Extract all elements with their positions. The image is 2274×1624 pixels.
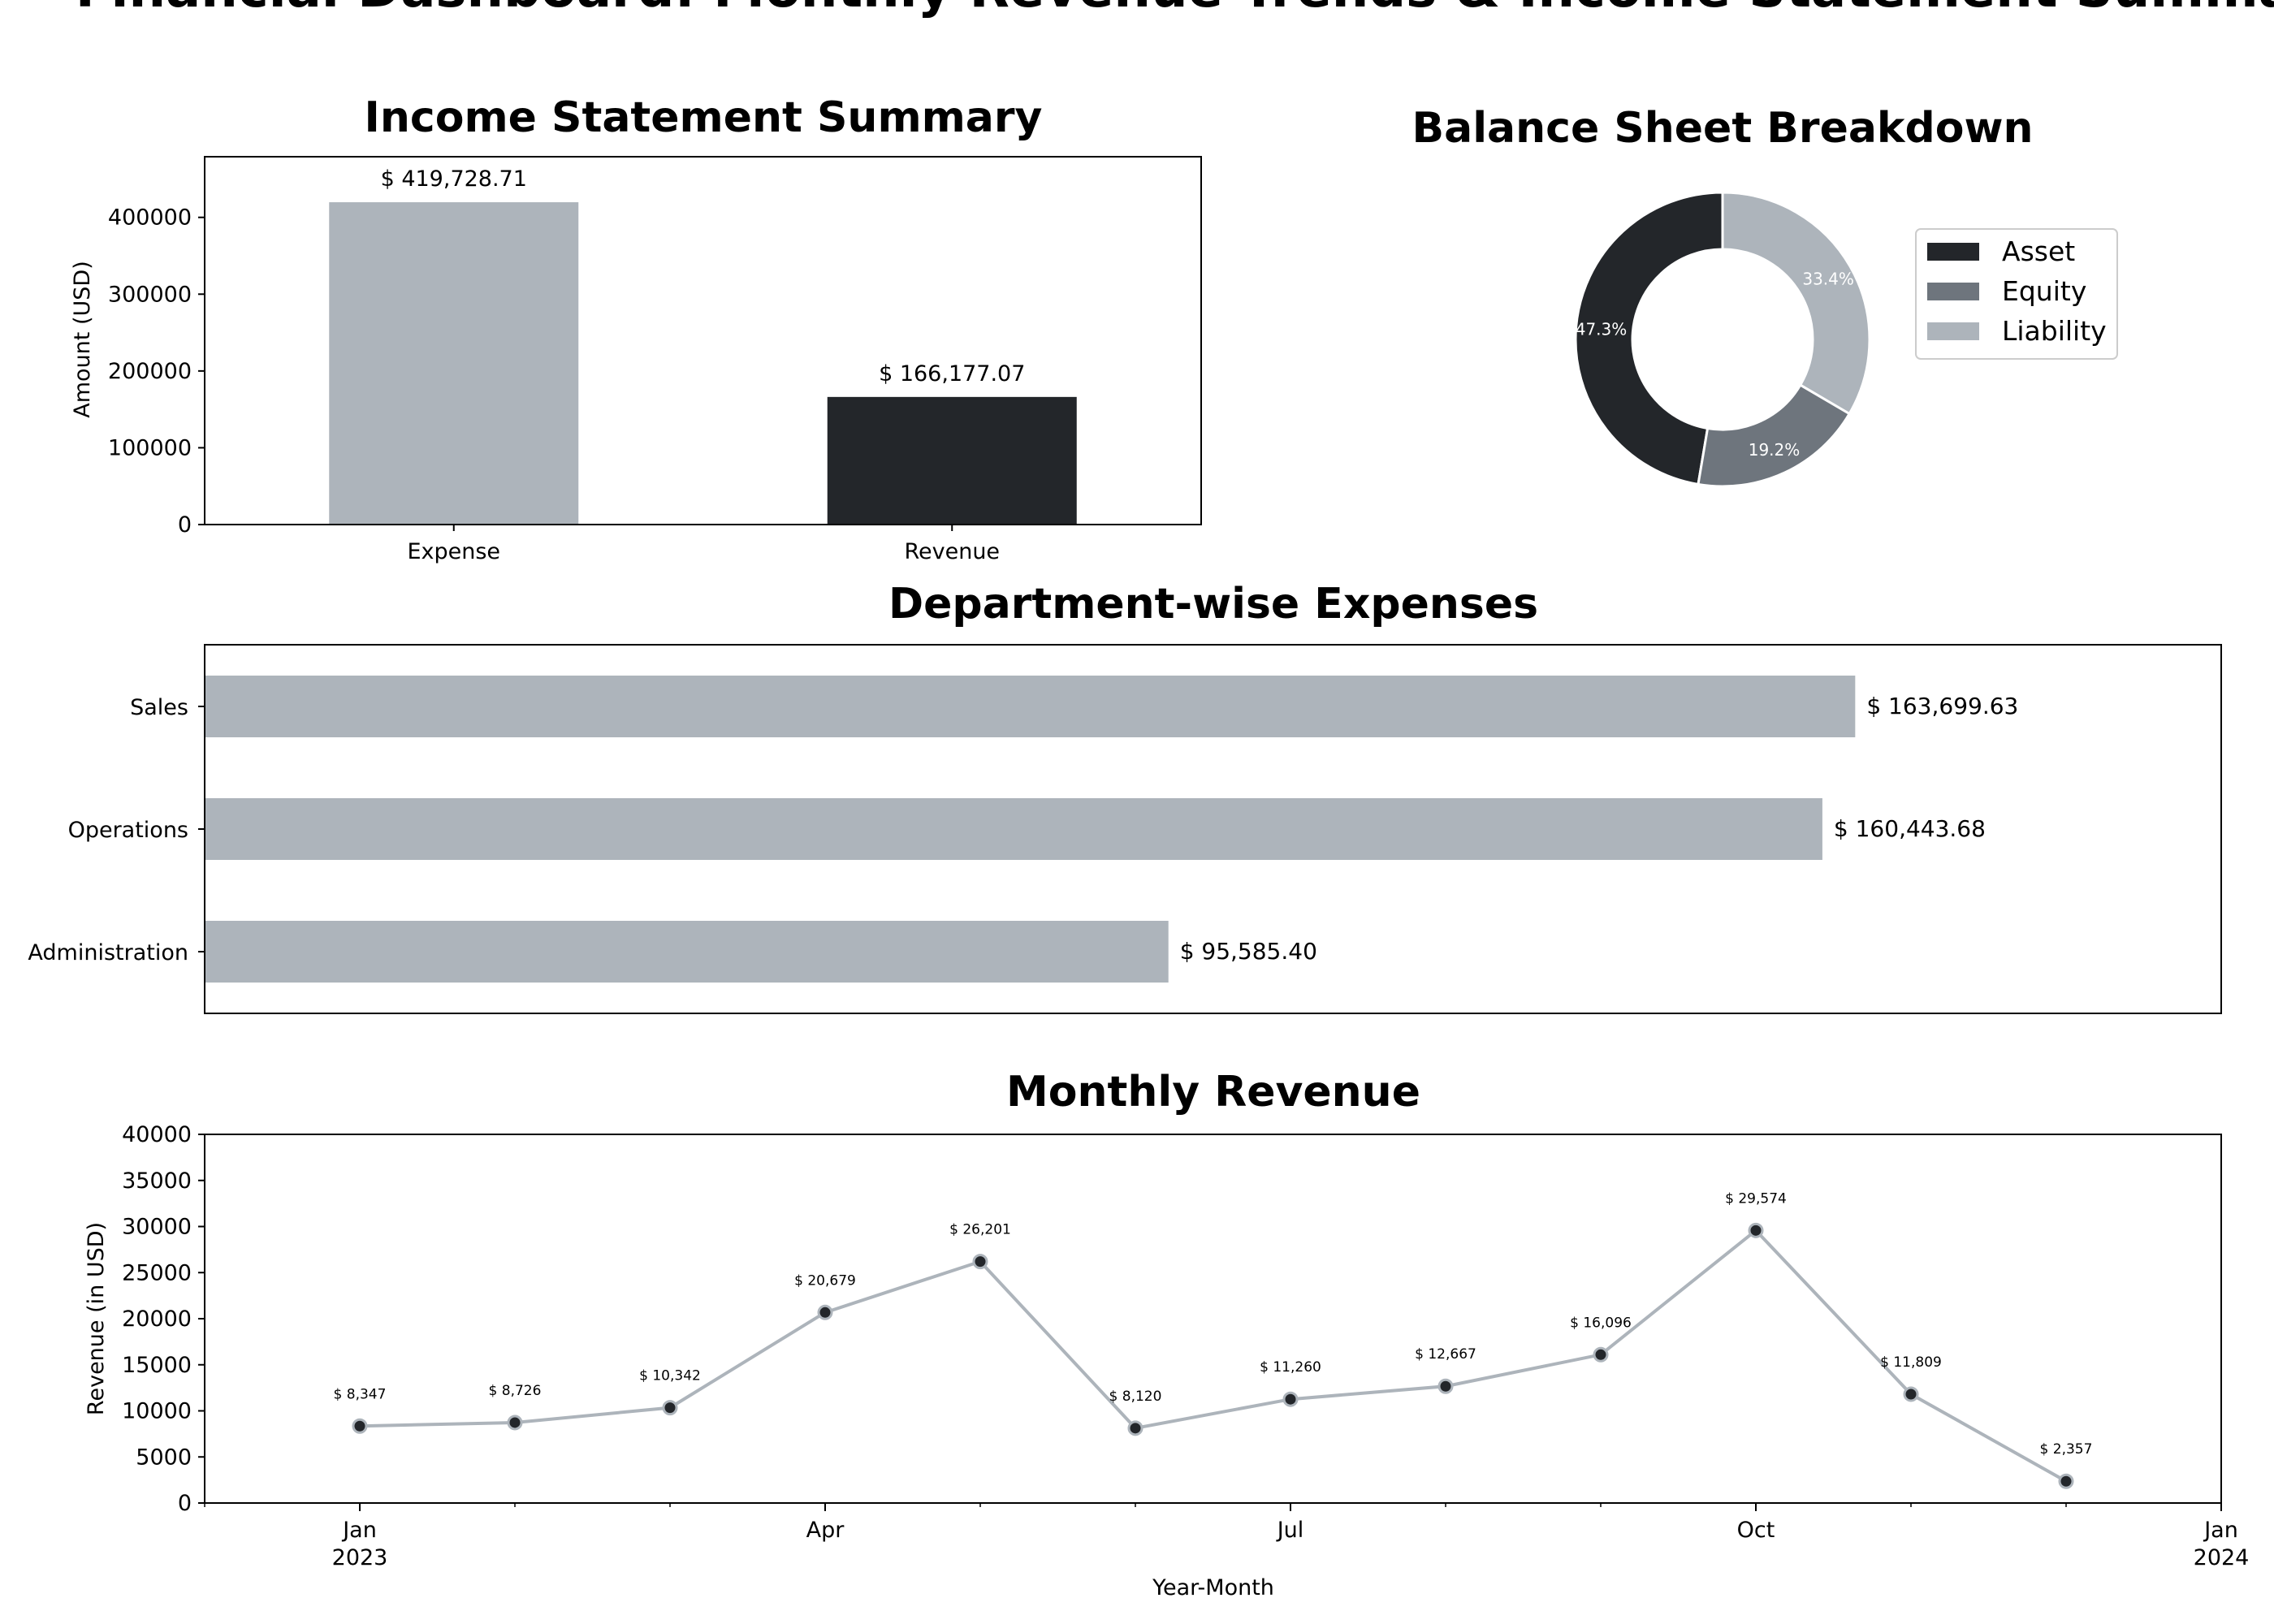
income-chart-title: Income Statement Summary: [365, 93, 1043, 142]
monthly-chart-title: Monthly Revenue: [1006, 1068, 1420, 1116]
income-bar-label: $ 419,728.71: [381, 166, 527, 192]
monthly-revenue-point: [817, 1304, 833, 1320]
income-y-tick-label: 300000: [108, 282, 192, 307]
monthly-x-tick-label: Jan 2024: [2194, 1518, 2250, 1570]
balance-slice-asset: [1574, 191, 1724, 486]
monthly-revenue-line: [359, 1228, 2067, 1483]
monthly-revenue-point: [1748, 1222, 1764, 1238]
monthly-revenue-point-label: $ 20,679: [794, 1272, 856, 1289]
monthly-revenue-chart: Monthly Revenue Year-Month Revenue (in U…: [84, 1068, 2249, 1600]
dept-bar-administration: [205, 921, 1169, 983]
balance-slice-label: 19.2%: [1749, 440, 1801, 460]
dept-bar-operations: [205, 798, 1822, 860]
income-y-tick-label: 100000: [108, 435, 192, 460]
monthly-revenue-point: [1282, 1391, 1299, 1407]
monthly-revenue-point-label: $ 2,357: [2040, 1441, 2093, 1458]
monthly-y-tick-label: 0: [178, 1491, 192, 1516]
monthly-revenue-point-label: $ 11,260: [1260, 1359, 1321, 1376]
income-bar-label: $ 166,177.07: [879, 361, 1025, 387]
income-y-tick-label: 200000: [108, 359, 192, 384]
monthly-revenue-point: [507, 1415, 523, 1431]
monthly-x-tick-label: Jan 2023: [332, 1518, 388, 1570]
monthly-y-axis-label: Revenue (in USD): [84, 1222, 109, 1415]
monthly-revenue-point: [662, 1400, 678, 1416]
income-x-tick-label: Revenue: [904, 539, 1000, 564]
income-statement-chart: Income Statement Summary Amount (USD) $ …: [70, 93, 1202, 564]
monthly-y-tick-label: 35000: [122, 1168, 192, 1194]
balance-chart-title: Balance Sheet Breakdown: [1412, 104, 2033, 153]
monthly-y-tick-label: 15000: [122, 1353, 192, 1378]
dept-bar-label: $ 160,443.68: [1834, 815, 1986, 842]
dept-bar-label: $ 95,585.40: [1180, 938, 1317, 965]
monthly-revenue-point: [1437, 1378, 1454, 1394]
income-bar-expense: [329, 202, 579, 525]
income-y-tick-label: 400000: [108, 205, 192, 231]
department-expenses-chart: Department-wise Expenses $ 163,699.63 Sal…: [28, 580, 2222, 1014]
monthly-revenue-point-label: $ 16,096: [1570, 1315, 1632, 1331]
balance-legend-label: Liability: [2002, 315, 2107, 347]
monthly-x-tick-label: Jul: [1276, 1518, 1304, 1543]
monthly-x-tick-label: Apr: [806, 1518, 845, 1543]
income-y-axis-label: Amount (USD): [70, 261, 95, 417]
balance-legend-label: Asset: [2002, 235, 2075, 267]
monthly-x-tick-label: Oct: [1737, 1518, 1775, 1543]
monthly-revenue-point-label: $ 8,726: [489, 1383, 542, 1399]
monthly-revenue-point: [352, 1418, 368, 1434]
monthly-plot-frame: [204, 1134, 2222, 1504]
dept-plot-frame: [204, 644, 2222, 1014]
monthly-revenue-point-label: $ 8,347: [334, 1386, 387, 1402]
monthly-revenue-point: [972, 1254, 988, 1270]
balance-slice-liability: [1721, 191, 1871, 416]
balance-legend-swatch: [1927, 243, 1979, 261]
dashboard-title: Financial Dashboard: Monthly Revenue Tre…: [76, 0, 2274, 19]
income-plot-frame: [204, 156, 1202, 525]
balance-legend-swatch: [1927, 283, 1979, 300]
monthly-y-tick-label: 5000: [136, 1445, 192, 1470]
monthly-y-tick-label: 10000: [122, 1399, 192, 1424]
balance-legend-label: Equity: [2002, 275, 2086, 307]
dept-bar-sales: [205, 676, 1856, 737]
balance-slice-label: 47.3%: [1576, 320, 1628, 339]
balance-legend-swatch: [1927, 322, 1979, 340]
dept-bar-label: $ 163,699.63: [1866, 693, 2018, 719]
income-x-tick-label: Expense: [407, 539, 500, 564]
balance-slice-label: 33.4%: [1802, 269, 1854, 288]
monthly-revenue-point: [2058, 1473, 2074, 1489]
monthly-revenue-point-label: $ 10,342: [639, 1368, 701, 1384]
dept-y-tick-label: Administration: [28, 940, 188, 965]
monthly-revenue-point: [1903, 1386, 1919, 1402]
monthly-y-tick-label: 40000: [122, 1122, 192, 1147]
monthly-revenue-point-label: $ 12,667: [1415, 1346, 1476, 1363]
monthly-x-axis-label: Year-Month: [1152, 1575, 1274, 1600]
monthly-revenue-point: [1593, 1346, 1609, 1363]
monthly-revenue-point-label: $ 11,809: [1880, 1354, 1942, 1371]
balance-sheet-chart: Balance Sheet Breakdown 47.3% 19.2% 33.4% A…: [1412, 104, 2118, 488]
monthly-revenue-point-label: $ 29,574: [1725, 1190, 1787, 1207]
dept-y-tick-label: Operations: [68, 818, 188, 843]
monthly-y-tick-label: 30000: [122, 1215, 192, 1240]
monthly-revenue-point-label: $ 8,120: [1109, 1389, 1162, 1405]
monthly-revenue-point-label: $ 26,201: [949, 1222, 1011, 1238]
monthly-revenue-point: [1127, 1420, 1143, 1436]
income-bar-revenue: [827, 396, 1077, 525]
dept-y-tick-label: Sales: [130, 695, 188, 720]
dept-chart-title: Department-wise Expenses: [888, 580, 1538, 628]
monthly-y-tick-label: 20000: [122, 1307, 192, 1332]
income-y-tick-label: 0: [178, 512, 192, 538]
monthly-y-tick-label: 25000: [122, 1260, 192, 1285]
